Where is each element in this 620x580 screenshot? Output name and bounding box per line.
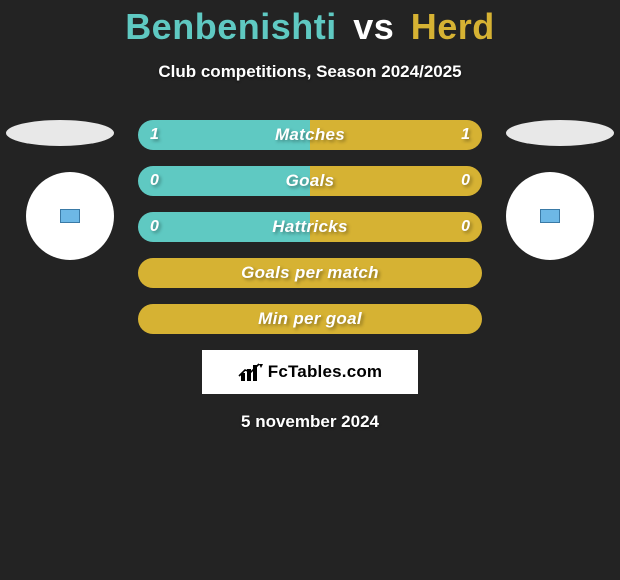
stat-value-left: 0 [150,218,159,236]
left-ellipse-decoration [6,120,114,146]
stat-bars: 1 Matches 1 0 Goals 0 0 Hattricks 0 Goals per mat… [138,120,482,334]
comparison-content: 1 Matches 1 0 Goals 0 0 Hattricks 0 Goals per mat… [0,120,620,432]
stat-bar: Goals per match [138,258,482,288]
fctables-chart-icon [238,362,264,382]
snapshot-date: 5 november 2024 [0,412,620,432]
stat-value-right: 1 [461,126,470,144]
right-ellipse-decoration [506,120,614,146]
stat-value-left: 0 [150,172,159,190]
stat-value-right: 0 [461,218,470,236]
stat-value-left: 1 [150,126,159,144]
stat-label: Min per goal [258,309,362,329]
stat-value-right: 0 [461,172,470,190]
player2-name: Herd [411,6,495,47]
player1-flag-icon [60,209,80,223]
stat-bar: 1 Matches 1 [138,120,482,150]
stat-label: Hattricks [272,217,347,237]
source-logo-text: FcTables.com [268,362,383,382]
stat-label: Goals [286,171,335,191]
stat-bar: 0 Goals 0 [138,166,482,196]
subtitle: Club competitions, Season 2024/2025 [0,62,620,82]
player2-avatar-circle [506,172,594,260]
player1-avatar-circle [26,172,114,260]
stat-bar: 0 Hattricks 0 [138,212,482,242]
stat-bar: Min per goal [138,304,482,334]
vs-separator: vs [353,6,394,47]
stat-label: Matches [275,125,345,145]
page-title: Benbenishti vs Herd [0,0,620,48]
stat-label: Goals per match [241,263,379,283]
player1-name: Benbenishti [125,6,337,47]
source-logo-box: FcTables.com [202,350,418,394]
player2-flag-icon [540,209,560,223]
